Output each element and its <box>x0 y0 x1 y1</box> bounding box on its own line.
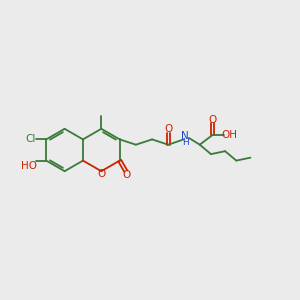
Text: N: N <box>181 131 189 141</box>
Text: O: O <box>122 170 130 180</box>
Text: O: O <box>164 124 172 134</box>
Text: Cl: Cl <box>26 134 36 144</box>
Text: HO: HO <box>21 161 37 171</box>
Text: OH: OH <box>221 130 237 140</box>
Text: O: O <box>97 169 106 178</box>
Text: H: H <box>182 138 188 147</box>
Text: O: O <box>208 115 216 125</box>
